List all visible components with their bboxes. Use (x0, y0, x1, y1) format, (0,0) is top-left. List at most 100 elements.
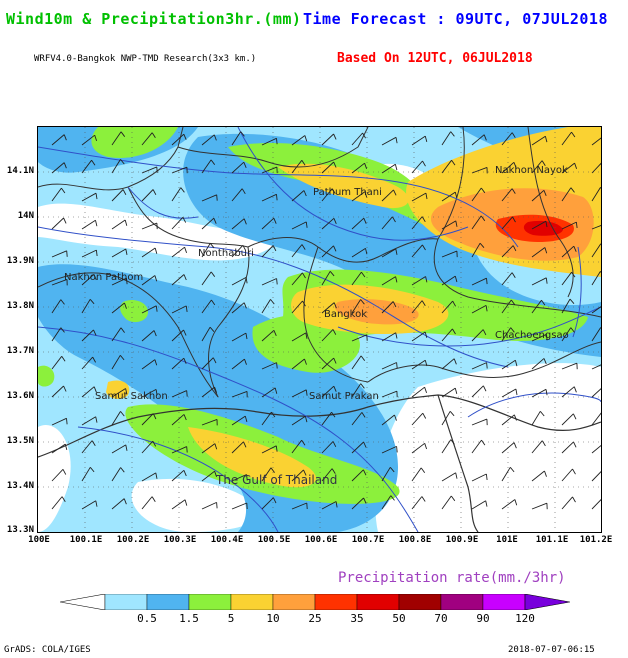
wind-barb-flag (361, 271, 366, 278)
wind-barb-flag (480, 215, 486, 222)
wind-barb-flag (125, 388, 128, 395)
wind-barb-flag (390, 495, 395, 501)
wind-barb (471, 134, 485, 146)
wind-barb (501, 216, 513, 230)
label-pathum-thani: Pathum Thani (313, 187, 382, 198)
wind-barb (501, 272, 513, 286)
wind-barb (261, 445, 277, 454)
wind-barb-flag (571, 131, 576, 138)
wind-barb (201, 217, 215, 230)
wind-barb (561, 386, 575, 398)
wind-streamlines (38, 127, 601, 532)
wind-barb (501, 245, 514, 258)
wind-barb-flag (95, 220, 98, 227)
wind-barb (531, 277, 547, 286)
wind-barb (471, 362, 487, 370)
wind-barb (411, 244, 423, 258)
wind-barb-flag (422, 244, 426, 251)
wind-barb-flag (214, 386, 218, 393)
wind-barb (561, 131, 572, 146)
wind-barb (321, 302, 335, 314)
wind-barb (291, 221, 307, 230)
wind-barb (111, 248, 127, 258)
lon-label: 100.5E (257, 535, 291, 545)
wind-barb-flag (513, 414, 517, 421)
wind-barb (51, 217, 64, 230)
label-samut-sakhon: Samut Sakhon (95, 391, 168, 402)
wind-barb (321, 271, 331, 286)
wind-barb (321, 501, 337, 510)
wind-barb (261, 193, 277, 202)
wind-barb-flag (60, 327, 65, 333)
wind-barb (351, 441, 364, 454)
wind-barb (171, 166, 188, 174)
wind-barb-flag (482, 385, 487, 392)
wind-barb-flag (364, 191, 368, 198)
wind-barb-flag (212, 357, 217, 364)
wind-barb (531, 440, 543, 454)
wind-barb (291, 332, 307, 342)
colorbar-tick-label: 70 (434, 612, 448, 625)
wind-barb (471, 242, 481, 258)
wind-barb (231, 502, 247, 510)
wind-barb-flag (66, 418, 68, 425)
wind-barb (171, 305, 187, 314)
wind-barb (51, 385, 64, 398)
wind-barb (411, 160, 423, 174)
wind-barb-flag (302, 272, 306, 279)
lon-label: 101E (496, 535, 518, 545)
wind-barb (321, 245, 334, 258)
wind-barb-flag (513, 442, 517, 449)
lon-label: 100.2E (116, 535, 150, 545)
wind-barb (441, 495, 452, 510)
wind-barb-flag (63, 385, 67, 392)
colorbar (60, 594, 570, 610)
wind-barb (411, 412, 424, 426)
colorbar-tick-label: 50 (392, 612, 406, 625)
wind-barb (561, 468, 573, 482)
wind-barb (261, 166, 278, 174)
wind-barb (171, 414, 185, 426)
wind-barb-flag (395, 248, 398, 255)
wind-barb-flag (333, 302, 337, 309)
wind-barb-flag (155, 472, 158, 479)
wind-barb (51, 443, 66, 454)
wind-barb-flag (122, 189, 127, 196)
wind-barb-flag (119, 355, 125, 361)
wind-barb (591, 499, 601, 510)
wind-barb (321, 468, 333, 482)
wind-barb-flag (209, 243, 215, 249)
wind-barb-flag (546, 334, 548, 341)
wind-barb (561, 441, 574, 454)
wind-barb-flag (480, 187, 486, 194)
wind-barb-flag (61, 356, 66, 362)
wind-barb (81, 500, 97, 510)
colorbar-segment (230, 594, 274, 610)
wind-barb (381, 248, 397, 258)
wind-barb (381, 332, 396, 342)
wind-barb (501, 359, 516, 370)
wind-barb-flag (272, 245, 277, 252)
wind-barb (531, 299, 542, 314)
wind-barb (231, 441, 244, 454)
wind-barb-flag (245, 277, 248, 284)
wind-barb (381, 495, 392, 510)
wind-barb-flag (91, 440, 96, 446)
wind-barb (321, 441, 334, 454)
wind-barb (111, 467, 121, 482)
wind-barb-flag (273, 218, 277, 224)
wind-barb (111, 388, 126, 398)
wind-barb-flag (184, 247, 188, 254)
wind-barb (351, 162, 365, 174)
wind-barb (471, 215, 482, 230)
wind-barb-flag (451, 159, 456, 166)
wind-barb-flag (394, 414, 397, 421)
wind-barb-flag (211, 299, 216, 306)
model-description: WRFV4.0-Bangkok NWP-TMD Research(3x3 km.… (34, 54, 257, 64)
wind-barb (591, 364, 601, 370)
lon-label: 100.7E (351, 535, 385, 545)
wind-barb (501, 327, 512, 342)
wind-barb-flag (570, 187, 575, 193)
wind-barb (441, 387, 456, 398)
wind-barb-flag (301, 244, 306, 250)
